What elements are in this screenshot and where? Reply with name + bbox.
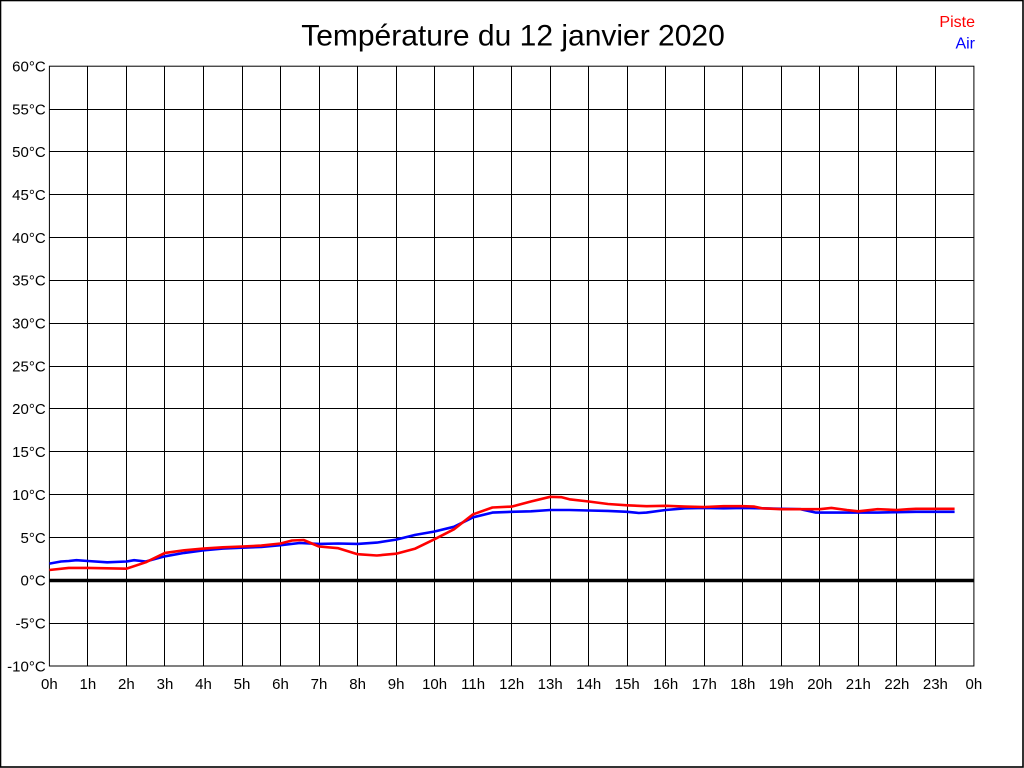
svg-text:50°C: 50°C	[12, 144, 46, 161]
svg-text:Température du 12 janvier 2020: Température du 12 janvier 2020	[301, 20, 725, 53]
svg-text:5°C: 5°C	[21, 530, 46, 547]
svg-text:8h: 8h	[349, 676, 366, 693]
svg-text:9h: 9h	[388, 676, 405, 693]
svg-text:16h: 16h	[653, 676, 678, 693]
svg-text:20h: 20h	[807, 676, 832, 693]
svg-text:12h: 12h	[499, 676, 524, 693]
svg-text:4h: 4h	[195, 676, 212, 693]
svg-text:40°C: 40°C	[12, 230, 46, 247]
svg-text:25°C: 25°C	[12, 358, 46, 375]
svg-text:45°C: 45°C	[12, 187, 46, 204]
svg-text:10°C: 10°C	[12, 487, 46, 504]
svg-text:2h: 2h	[118, 676, 135, 693]
svg-text:30°C: 30°C	[12, 316, 46, 333]
svg-text:3h: 3h	[157, 676, 174, 693]
svg-text:55°C: 55°C	[12, 101, 46, 118]
svg-text:20°C: 20°C	[12, 401, 46, 418]
svg-text:7h: 7h	[311, 676, 328, 693]
svg-text:15h: 15h	[615, 676, 640, 693]
svg-text:13h: 13h	[538, 676, 563, 693]
svg-text:60°C: 60°C	[12, 59, 46, 76]
svg-text:0h: 0h	[966, 676, 983, 693]
svg-text:10h: 10h	[422, 676, 447, 693]
svg-text:18h: 18h	[730, 676, 755, 693]
svg-text:17h: 17h	[692, 676, 717, 693]
svg-text:35°C: 35°C	[12, 273, 46, 290]
svg-text:11h: 11h	[461, 676, 485, 693]
svg-text:-5°C: -5°C	[16, 616, 46, 633]
svg-text:15°C: 15°C	[12, 444, 46, 461]
svg-text:23h: 23h	[923, 676, 948, 693]
svg-text:6h: 6h	[272, 676, 289, 693]
svg-text:14h: 14h	[576, 676, 601, 693]
svg-text:0°C: 0°C	[21, 573, 46, 590]
svg-text:22h: 22h	[884, 676, 909, 693]
svg-text:Piste: Piste	[939, 14, 975, 31]
svg-text:0h: 0h	[41, 676, 58, 693]
svg-text:1h: 1h	[80, 676, 97, 693]
svg-text:19h: 19h	[769, 676, 794, 693]
svg-text:Air: Air	[955, 36, 975, 53]
svg-text:5h: 5h	[234, 676, 251, 693]
svg-text:-10°C: -10°C	[7, 658, 46, 675]
svg-text:21h: 21h	[846, 676, 871, 693]
